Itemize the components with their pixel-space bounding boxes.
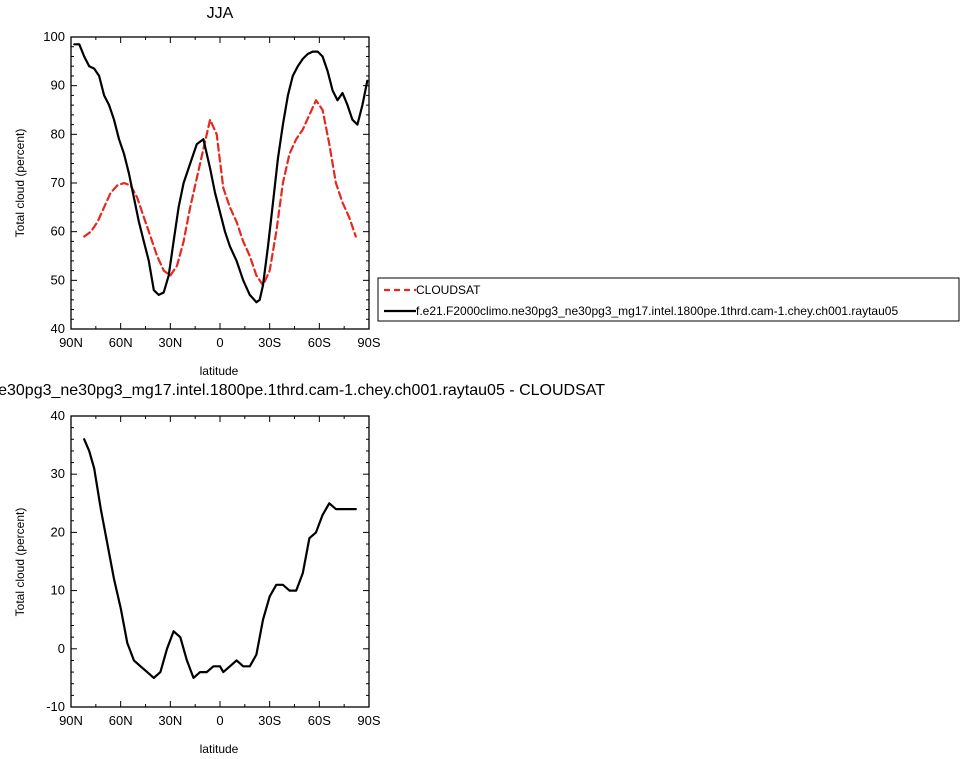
legend-box: [377, 277, 960, 322]
legend-label-model: f.e21.F2000climo.ne30pg3_ne30pg3_mg17.in…: [416, 304, 898, 318]
bottom-chart-x-tick-label: 0: [216, 713, 223, 728]
top-chart-series: [73, 43, 369, 304]
top-chart-series-line-0: [83, 99, 357, 287]
top-chart-frame: [70, 36, 370, 330]
legend-label-cloudsat: CLOUDSAT: [416, 283, 481, 297]
bottom-chart-x-tick-label: 90N: [59, 713, 83, 728]
bottom-chart-series: [83, 438, 357, 680]
bottom-chart-y-tick-label: 0: [58, 641, 65, 656]
bottom-chart-y-tick-label: -10: [46, 699, 65, 714]
top-chart-y-tick-label: 100: [43, 29, 65, 44]
top-chart-ticks: 90N 60N 30N 0 30S 60S 90S 40 50 60 70 80 90 100: [43, 29, 381, 350]
bottom-chart-x-tick-label: 30S: [258, 713, 281, 728]
top-chart-x-tick-label: 60N: [109, 335, 133, 350]
bottom-chart-frame: [70, 415, 370, 708]
top-chart: JJA 90N 60N 30N 0 30S 60S 90S 40 50 60 70 80 90 100 l…: [13, 5, 381, 378]
bottom-chart-x-tick-label: 30N: [158, 713, 182, 728]
top-chart-x-tick-label: 90N: [59, 335, 83, 350]
bottom-chart-y-tick-label: 40: [51, 408, 65, 423]
top-chart-x-tick-label: 90S: [357, 335, 380, 350]
top-chart-series-line-1: [73, 43, 369, 304]
top-chart-x-tick-label: 30N: [158, 335, 182, 350]
bottom-chart-x-tick-label: 90S: [357, 713, 380, 728]
bottom-chart-y-tick-label: 10: [51, 583, 65, 598]
bottom-chart: f.e21.F2000climo.ne30pg3_ne30pg3_mg17.in…: [0, 382, 605, 756]
bottom-chart-x-axis-label: latitude: [200, 742, 239, 756]
bottom-chart-y-axis-label: Total cloud (percent): [13, 508, 27, 617]
bottom-chart-ticks: 90N 60N 30N 0 30S 60S 90S -10 0 10 20 30 40: [46, 408, 381, 728]
top-chart-x-tick-label: 30S: [258, 335, 281, 350]
bottom-chart-y-tick-label: 30: [51, 466, 65, 481]
top-chart-y-tick-label: 40: [51, 321, 65, 336]
top-chart-y-tick-label: 90: [51, 78, 65, 93]
top-chart-y-axis-label: Total cloud (percent): [13, 129, 27, 238]
top-chart-y-tick-label: 60: [51, 224, 65, 239]
legend: CLOUDSAT f.e21.F2000climo.ne30pg3_ne30pg…: [377, 277, 960, 322]
top-chart-y-tick-label: 80: [51, 126, 65, 141]
bottom-chart-title: f.e21.F2000climo.ne30pg3_ne30pg3_mg17.in…: [0, 382, 605, 399]
bottom-chart-series-line-0: [83, 438, 357, 680]
bottom-chart-y-tick-label: 20: [51, 524, 65, 539]
top-chart-x-axis-label: latitude: [200, 364, 239, 378]
top-chart-y-tick-label: 70: [51, 175, 65, 190]
bottom-chart-x-tick-label: 60N: [109, 713, 133, 728]
top-chart-x-tick-label: 0: [216, 335, 223, 350]
top-chart-x-tick-label: 60S: [308, 335, 331, 350]
bottom-chart-x-tick-label: 60S: [308, 713, 331, 728]
top-chart-title: JJA: [207, 5, 234, 22]
top-chart-y-tick-label: 50: [51, 272, 65, 287]
